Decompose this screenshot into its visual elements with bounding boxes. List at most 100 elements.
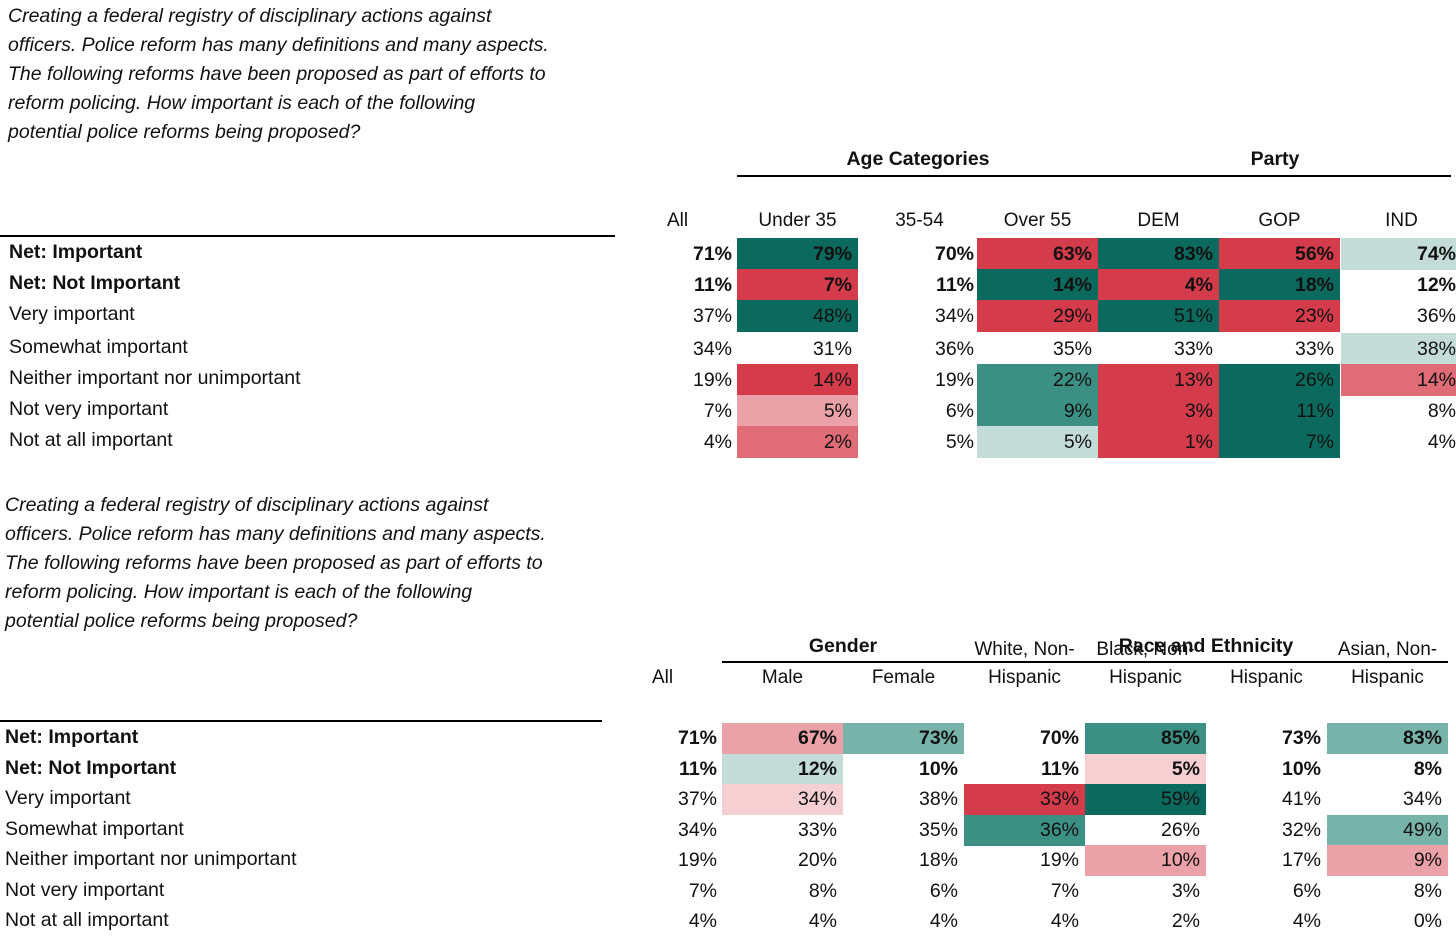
table-cell: 73%: [843, 723, 964, 754]
table-cell: 33%: [1294, 337, 1334, 360]
table-cell: 9%: [1327, 845, 1448, 876]
table-cell: 49%: [1327, 814, 1448, 846]
table-cell: 6%: [945, 400, 974, 422]
table-cell: 8%: [1413, 757, 1442, 780]
column-header: Asian, Non- Hispanic: [1337, 639, 1438, 688]
column-header: Under 35: [758, 210, 837, 231]
table-cell: 73%: [1281, 727, 1321, 749]
table-cell: 4%: [808, 910, 837, 932]
table-cell: 71%: [692, 243, 732, 265]
table-cell: 71%: [677, 727, 717, 749]
table-cell: 7%: [1219, 426, 1340, 459]
row-label: Very important: [5, 787, 131, 809]
table-cell: 19%: [934, 368, 974, 391]
group-underline-1: [737, 175, 1451, 177]
header-rule: [0, 235, 615, 237]
column-header: All: [651, 667, 674, 688]
group-header-age: Age Categories: [846, 148, 990, 170]
table-cell: 14%: [977, 269, 1098, 302]
table-cell: 11%: [936, 274, 974, 297]
table-cell: 10%: [918, 757, 958, 780]
table-cell: 11%: [1219, 395, 1340, 427]
row-label: Net: Not Important: [5, 756, 177, 779]
table-cell: 83%: [1098, 238, 1219, 270]
table-cell: 34%: [934, 305, 974, 328]
table-cell: 37%: [677, 788, 717, 810]
table-cell: 67%: [722, 723, 843, 754]
table-cell: 33%: [964, 784, 1085, 815]
table-cell: 36%: [1416, 305, 1456, 328]
table-cell: 32%: [1281, 818, 1321, 841]
row-label: Somewhat important: [9, 335, 188, 358]
group-underline-2: [722, 661, 1448, 663]
group-header-party: Party: [1250, 148, 1300, 170]
table-cell: 4%: [1098, 269, 1219, 302]
table-cell: 10%: [1281, 757, 1321, 780]
table-cell: 31%: [812, 337, 852, 360]
table-cell: 36%: [934, 337, 974, 360]
table-cell: 70%: [934, 243, 974, 265]
column-header: White, Non- Hispanic: [974, 639, 1075, 688]
table-cell: 3%: [1098, 395, 1219, 427]
table-cell: 34%: [1402, 788, 1442, 810]
table-cell: 1%: [1098, 426, 1219, 459]
table-cell: 38%: [918, 788, 958, 810]
table-cell: 59%: [1085, 784, 1206, 815]
table-cell: 34%: [692, 337, 732, 360]
table-cell: 2%: [737, 426, 858, 459]
table-cell: 4%: [1427, 431, 1456, 454]
row-label: Net: Important: [9, 241, 143, 263]
table-cell: 5%: [1085, 753, 1206, 785]
table-cell: 4%: [1050, 910, 1079, 932]
table-cell: 70%: [1039, 727, 1079, 749]
column-header: Black, Non- Hispanic: [1096, 639, 1195, 688]
row-label: Not at all important: [9, 429, 173, 452]
table-cell: 5%: [945, 431, 974, 454]
table-cell: 9%: [977, 395, 1098, 427]
column-header: All: [666, 210, 689, 231]
column-header: Hispanic: [1230, 667, 1303, 688]
table-cell: 7%: [703, 400, 732, 422]
table-cell: 83%: [1327, 723, 1448, 754]
table-cell: 18%: [918, 849, 958, 871]
table-cell: 7%: [688, 879, 717, 902]
table-cell: 36%: [964, 814, 1085, 846]
row-label: Not at all important: [5, 909, 169, 931]
table-cell: 11%: [694, 274, 732, 297]
table-cell: 56%: [1219, 238, 1340, 270]
column-header: Male: [761, 667, 804, 688]
row-label: Neither important nor unimportant: [9, 366, 301, 389]
column-header: GOP: [1258, 210, 1301, 231]
table-cell: 2%: [1171, 910, 1200, 932]
table-cell: 8%: [1427, 400, 1456, 422]
table-cell: 41%: [1281, 788, 1321, 810]
column-header: 35-54: [895, 210, 944, 231]
table-cell: 48%: [737, 300, 858, 333]
table-cell: 10%: [1085, 845, 1206, 876]
table-cell: 26%: [1219, 363, 1340, 396]
column-header: DEM: [1137, 210, 1180, 231]
column-header: Female: [871, 667, 936, 688]
table-cell: 4%: [703, 431, 732, 454]
table-cell: 19%: [1039, 849, 1079, 871]
table-cell: 35%: [918, 818, 958, 841]
table-cell: 33%: [1173, 337, 1213, 360]
table-cell: 20%: [797, 849, 837, 871]
table-cell: 37%: [692, 305, 732, 328]
table-cell: 3%: [1171, 879, 1200, 902]
table-cell: 51%: [1098, 300, 1219, 333]
row-label: Very important: [9, 303, 135, 326]
table-cell: 85%: [1085, 723, 1206, 754]
table-cell: 35%: [1052, 337, 1092, 360]
table-cell: 63%: [977, 238, 1098, 270]
table-cell: 4%: [688, 910, 717, 932]
table-cell: 38%: [1341, 332, 1456, 365]
question-text-2: Creating a federal registry of disciplin…: [5, 494, 546, 632]
table-cell: 4%: [929, 910, 958, 932]
table-cell: 29%: [977, 300, 1098, 333]
table-cell: 33%: [797, 818, 837, 841]
header-rule: [0, 720, 602, 722]
row-label: Somewhat important: [5, 817, 184, 840]
table-cell: 5%: [977, 426, 1098, 459]
table-cell: 12%: [722, 753, 843, 785]
